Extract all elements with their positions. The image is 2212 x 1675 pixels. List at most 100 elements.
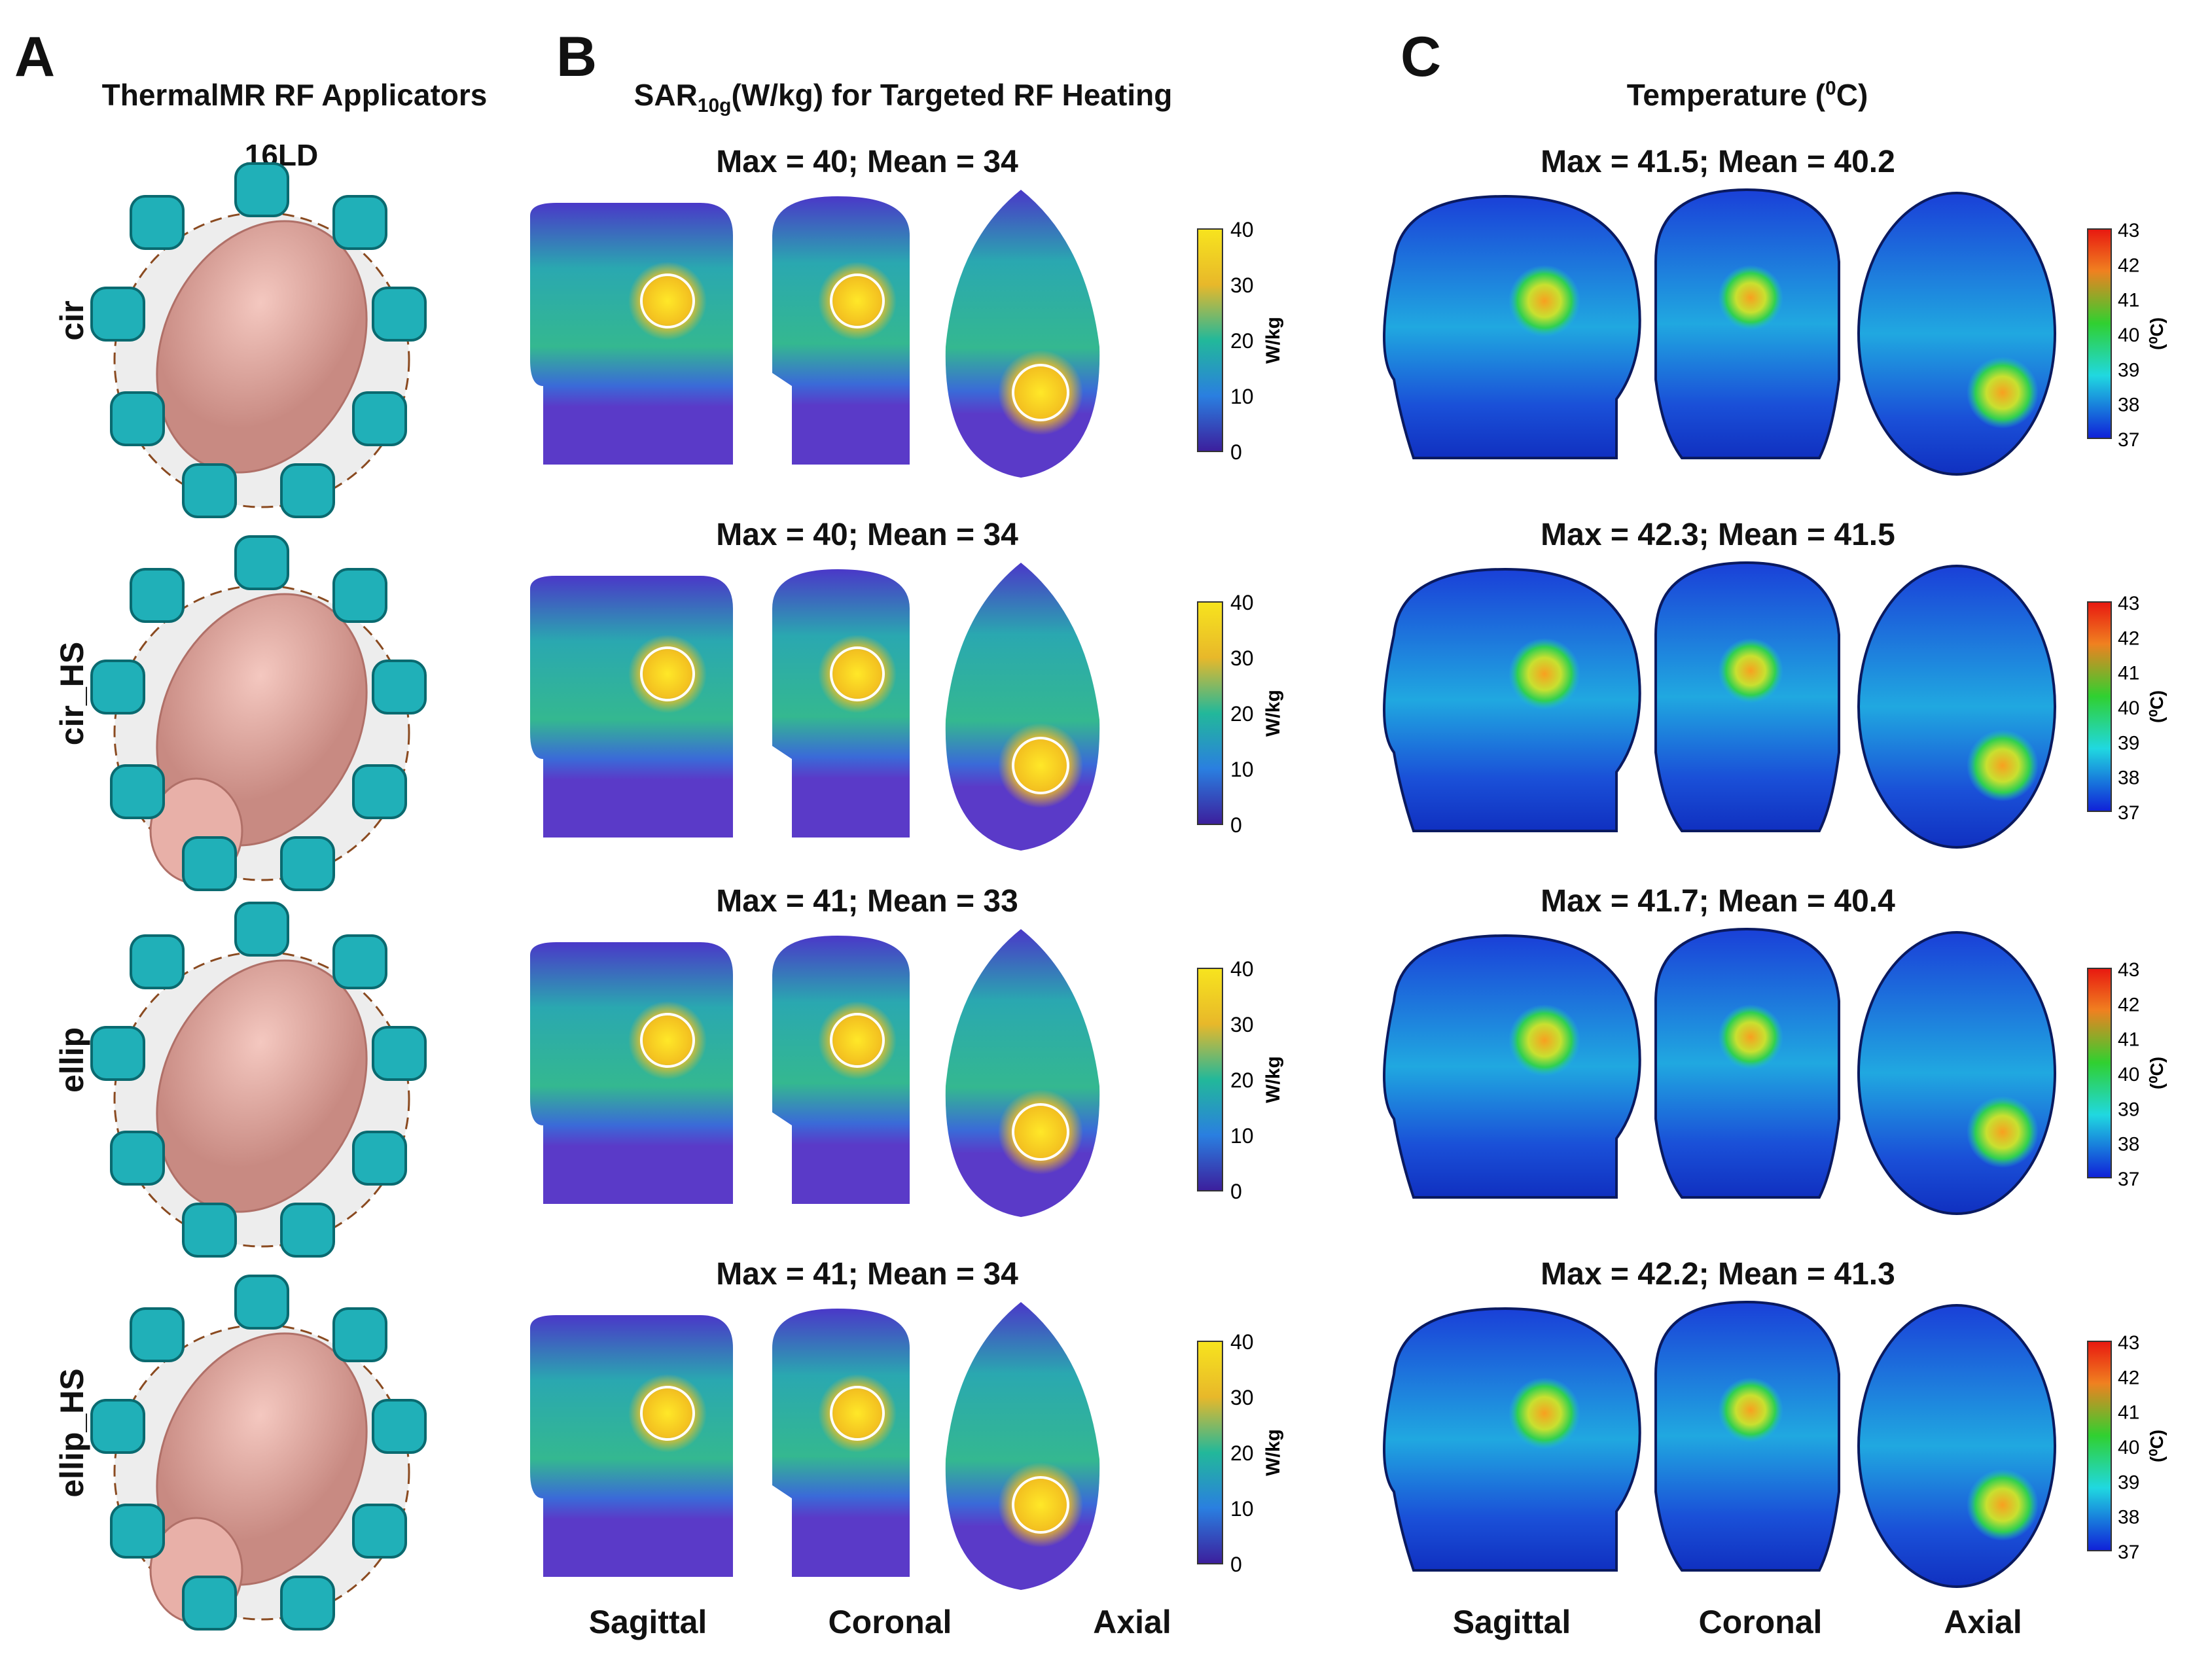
row-label: ellip [54, 1027, 90, 1093]
sar-axial-map [945, 563, 1100, 851]
temp-colorbar-tick: 42 [2118, 1367, 2139, 1388]
target-contour [640, 646, 695, 701]
temp-map-row: 43 42 41 40 39 38 37 (⁰C) [1383, 561, 2167, 849]
temp-hotspot [1967, 1096, 2039, 1168]
target-contour [830, 273, 885, 328]
sar-hotspot [998, 350, 1083, 435]
temp-map-row: 43 42 41 40 39 38 37 (⁰C) [1383, 927, 2167, 1215]
temp-colorbar-tick: 39 [2118, 359, 2139, 381]
sar-colorbar [1197, 968, 1223, 1191]
sar-colorbar-unit: W/kg [1262, 1429, 1284, 1476]
target-contour [640, 1013, 695, 1068]
temp-colorbar-tick: 37 [2118, 1542, 2139, 1563]
temp-colorbar-unit: (⁰C) [2147, 1057, 2167, 1089]
sar-sagittal-map [530, 203, 733, 465]
sar-stats: Max = 40; Mean = 34 [716, 145, 1018, 179]
temp-colorbar-tick: 40 [2118, 697, 2139, 719]
coil-element [90, 660, 145, 714]
temp-colorbar-tick: 43 [2118, 593, 2139, 614]
coil-element [280, 836, 335, 891]
coil-element [332, 934, 387, 989]
panel-b-title-suffix: (W/kg) for Targeted RF Heating [731, 78, 1173, 112]
temp-colorbar-tick: 37 [2118, 802, 2139, 824]
temp-stats: Max = 42.3; Mean = 41.5 [1541, 518, 1895, 552]
sar-colorbar-tick: 0 [1230, 1180, 1242, 1203]
sar-view-coronal: Coronal [828, 1604, 952, 1640]
target-contour [830, 1013, 885, 1068]
temp-colorbar-tick: 39 [2118, 1472, 2139, 1493]
sar-view-axial: Axial [1093, 1604, 1171, 1640]
sar-map-row: 40 30 20 10 0 W/kg [530, 563, 1284, 851]
coil-element [332, 1307, 387, 1362]
temp-view-sagittal: Sagittal [1452, 1604, 1571, 1640]
sar-hotspot [998, 1462, 1083, 1547]
temp-colorbar-tick: 37 [2118, 429, 2139, 451]
target-contour [1012, 364, 1069, 421]
panel-c-letter: C [1400, 26, 1442, 88]
sar-colorbar-tick: 10 [1230, 385, 1254, 408]
temp-colorbar-unit: (⁰C) [2147, 1430, 2167, 1462]
target-contour [1012, 1103, 1069, 1161]
sar-colorbar-tick: 30 [1230, 273, 1254, 297]
temp-hotspot [1718, 638, 1783, 703]
coil-element [110, 764, 165, 819]
sar-colorbar-tick: 0 [1230, 813, 1242, 837]
applicator-illustration [90, 902, 427, 1258]
temp-sagittal-map [1383, 934, 1641, 1199]
coil-element [130, 1307, 185, 1362]
temp-colorbar-tick: 40 [2118, 325, 2139, 346]
sar-sagittal-map [530, 576, 733, 838]
coil-element [332, 195, 387, 250]
temp-colorbar [2087, 968, 2112, 1178]
temp-view-axial: Axial [1944, 1604, 2022, 1640]
sar-hotspot [998, 1089, 1083, 1174]
sar-map-row: 40 30 20 10 0 W/kg [530, 929, 1284, 1217]
coil-element [352, 391, 407, 446]
coil-element [110, 1131, 165, 1186]
temp-colorbar-tick: 41 [2118, 1029, 2139, 1051]
sar-colorbar [1197, 601, 1223, 825]
coil-element [182, 836, 237, 891]
sar-colorbar-tick: 0 [1230, 440, 1242, 464]
coil-element [90, 1399, 145, 1454]
temp-hotspot [1967, 1469, 2039, 1541]
panel-c-title-prefix: Temperature ( [1626, 78, 1826, 112]
coil-element [280, 1576, 335, 1631]
coil-element [130, 195, 185, 250]
sar-hotspot [628, 1001, 707, 1080]
temp-colorbar-tick: 42 [2118, 994, 2139, 1015]
coil-element [372, 1399, 427, 1454]
temp-view-coronal: Coronal [1698, 1604, 1823, 1640]
coil-element [372, 1026, 427, 1081]
sar-stats: Max = 41; Mean = 33 [716, 884, 1018, 919]
sar-axial-map [945, 190, 1100, 478]
panel-c-title-suffix: C) [1836, 78, 1868, 112]
sar-colorbar-unit: W/kg [1262, 317, 1284, 364]
temp-colorbar [2087, 1341, 2112, 1551]
temp-axial-map [1857, 565, 2056, 849]
coil-element [110, 391, 165, 446]
temp-colorbar-tick: 37 [2118, 1169, 2139, 1190]
coil-element [110, 1504, 165, 1559]
temp-stats: Max = 41.5; Mean = 40.2 [1541, 145, 1895, 179]
sar-colorbar-tick: 40 [1230, 218, 1254, 241]
panel-b-letter: B [556, 26, 598, 88]
temp-colorbar-tick: 39 [2118, 1099, 2139, 1120]
panel-b-title: SAR10g(W/kg) for Targeted RF Heating [576, 77, 1230, 117]
sar-colorbar-tick: 10 [1230, 1497, 1254, 1521]
temp-colorbar-tick: 38 [2118, 767, 2139, 789]
target-contour [830, 1386, 885, 1441]
coil-element [372, 287, 427, 342]
sar-hotspot [628, 1374, 707, 1453]
coil-element [280, 463, 335, 518]
sar-colorbar-tick: 10 [1230, 1124, 1254, 1148]
sar-colorbar-tick: 40 [1230, 591, 1254, 614]
temp-colorbar-tick: 41 [2118, 663, 2139, 684]
sar-colorbar [1197, 228, 1223, 452]
coil-element [90, 1026, 145, 1081]
sar-view-sagittal: Sagittal [588, 1604, 707, 1640]
temp-colorbar-tick: 43 [2118, 1332, 2139, 1354]
coil-element [332, 568, 387, 623]
temp-colorbar-tick: 40 [2118, 1064, 2139, 1085]
temp-stats: Max = 42.2; Mean = 41.3 [1541, 1257, 1895, 1292]
